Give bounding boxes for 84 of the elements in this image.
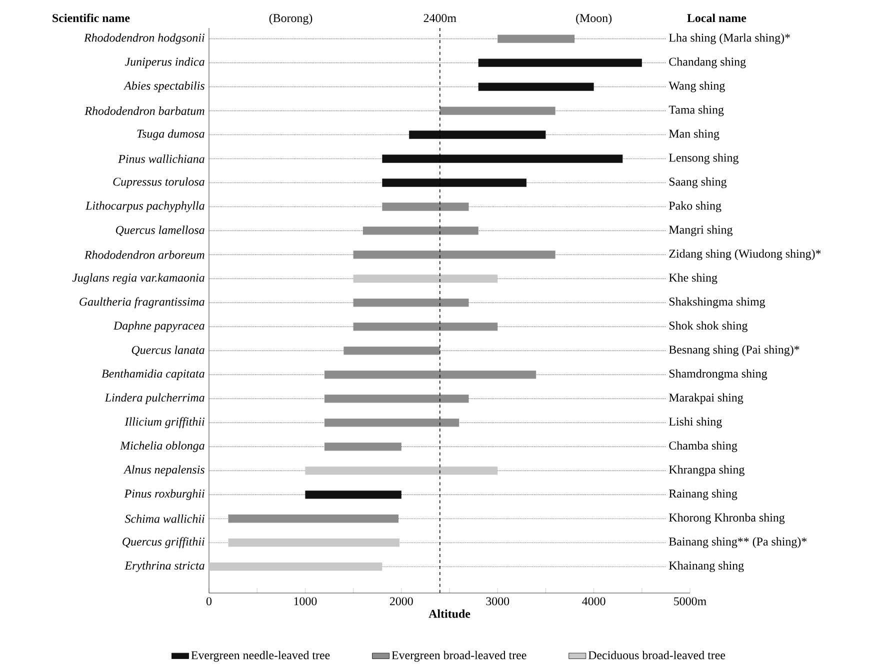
x-tick-label: 4000	[582, 597, 606, 606]
bar	[362, 226, 478, 235]
y-tick-label: Illicium griffithii	[124, 417, 204, 428]
y2-tick-label: Marakpai shing	[669, 393, 744, 404]
y2-tick-label: Shakshingma shimg	[669, 297, 766, 308]
bar	[228, 514, 399, 523]
y-tick-label: Gaultheria fragrantissima	[80, 297, 204, 308]
y-tick-label: Daphne papyracea	[113, 321, 204, 332]
y-tick-label: Juglans regia var.kamaonia	[72, 273, 204, 284]
legend-label: Evergreen broad-leaved tree	[392, 650, 526, 662]
bar	[382, 178, 526, 187]
bar	[382, 154, 623, 163]
x-tick-label: 3000	[486, 597, 510, 606]
y2-tick-label: Rainang shing	[669, 489, 738, 500]
bar	[440, 106, 556, 115]
y2-tick-label: Besnang shing (Pai shing)*	[669, 345, 800, 356]
y2-tick-label: Man shing	[669, 129, 720, 140]
y2-tick-label: Lha shing (Marla shing)*	[669, 33, 790, 44]
y2-tick-label: Zidang shing (Wiudong shing)*	[669, 249, 821, 260]
bar	[324, 394, 469, 403]
bar	[353, 322, 498, 331]
y2-tick-label: Chandang shing	[669, 57, 746, 68]
bar	[209, 562, 382, 571]
bar	[324, 442, 402, 451]
y2-tick-label: Lishi shing	[669, 417, 722, 428]
y-axis-title: Scientific name	[52, 14, 130, 22]
y-tick-label: Juniperus indica	[124, 57, 204, 68]
y-tick-label: Cupressus torulosa	[113, 177, 204, 188]
x-tick-label: 2000	[390, 597, 413, 606]
y2-tick-label: Pako shing	[669, 201, 722, 212]
y2-tick-label: Shamdrongma shing	[669, 369, 768, 380]
y-tick-label: Alnus nepalensis	[123, 465, 204, 476]
y2-tick-label: Khe shing	[669, 273, 718, 284]
legend-label: Deciduous broad-leaved tree	[588, 650, 726, 660]
bar	[305, 466, 498, 475]
bar	[353, 250, 556, 259]
bar	[478, 58, 642, 67]
y2-tick-label: Mangri shing	[669, 225, 733, 236]
y2-tick-label: Bainang shing** (Pa shing)*	[669, 537, 807, 548]
x-tick-label: 0	[206, 597, 212, 606]
bar	[478, 82, 594, 91]
bar	[409, 130, 546, 139]
y-tick-label: Abies spectabilis	[123, 81, 204, 92]
y-tick-label: Pinus wallichiana	[118, 154, 204, 163]
y-tick-label: Schima wallichii	[124, 514, 204, 523]
y2-tick-label: Saang shing	[669, 177, 727, 188]
y2-tick-label: Khorong Khronba shing	[669, 513, 785, 524]
y-tick-label: Tsuga dumosa	[137, 129, 204, 140]
bar	[382, 202, 469, 211]
y-tick-label: Quercus griffithii	[122, 537, 204, 548]
y2-tick-label: Lensong shing	[669, 153, 739, 164]
y-tick-label: Lindera pulcherrima	[104, 393, 204, 404]
x-axis-title: Altitude	[428, 609, 470, 618]
y-tick-label: Rhododendron hodgsonii	[84, 33, 204, 44]
bar	[353, 298, 469, 307]
y-tick-label: Erythrina stricta	[124, 561, 204, 572]
y2-tick-label: Khrangpa shing	[669, 465, 744, 476]
bar	[344, 346, 440, 355]
y2-tick-label: Tama shing	[668, 105, 724, 116]
y2-tick-label: Shok shok shing	[669, 321, 748, 332]
text: (Moon)	[576, 14, 612, 25]
y-tick-label: Pinus roxburghii	[124, 489, 204, 500]
bar	[353, 274, 498, 283]
y2-tick-label: Chamba shing	[669, 441, 738, 452]
y2-tick-label: Wang shing	[668, 81, 725, 92]
bar	[305, 490, 402, 499]
y2-axis-title: Local name	[687, 14, 746, 22]
text: (Borong)	[269, 14, 312, 25]
y2-tick-label: Khainang shing	[669, 561, 744, 572]
bar	[324, 418, 460, 427]
x-tick-label: 5000m	[674, 597, 706, 606]
bar	[324, 370, 536, 379]
y-tick-label: Quercus lamellosa	[116, 226, 204, 236]
y-tick-label: Rhododendron barbatum	[84, 106, 204, 115]
legend-label: Evergreen needle-leaved tree	[191, 650, 330, 662]
y-tick-label: Quercus lanata	[132, 346, 204, 356]
y-tick-label: Michelia oblonga	[120, 441, 204, 452]
bar	[228, 538, 400, 547]
y-tick-label: Rhododendron arboreum	[84, 250, 204, 259]
ref-line-label: 2400m	[424, 14, 456, 22]
y-tick-label: Benthamidia capitata	[102, 369, 204, 380]
y-tick-label: Lithocarpus pachyphylla	[85, 201, 204, 212]
bar	[498, 34, 575, 43]
x-tick-label: 1000	[294, 597, 317, 606]
